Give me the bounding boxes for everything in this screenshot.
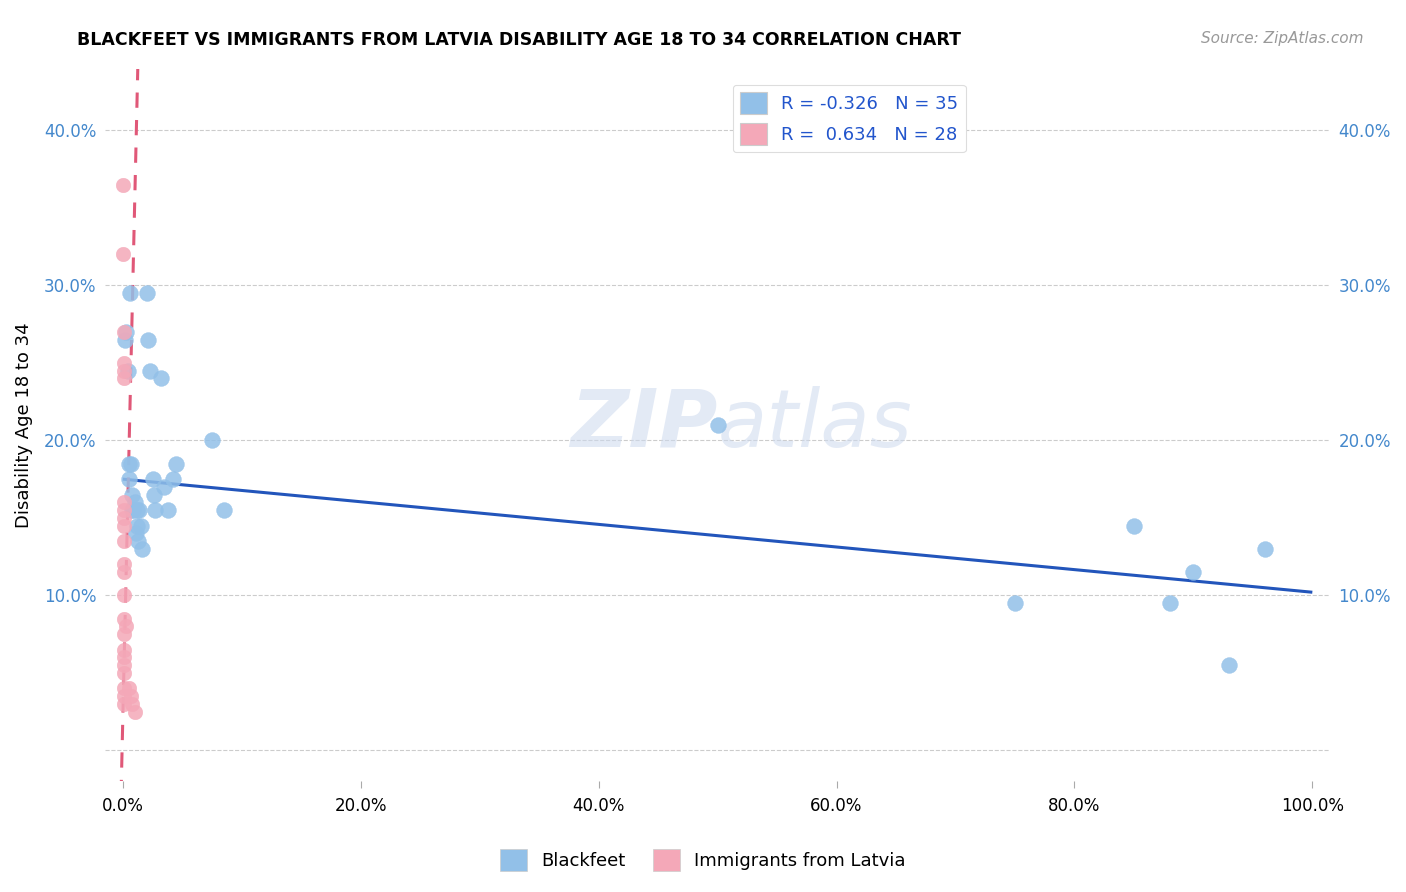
Point (112, 364, 135, 378)
Point (125, 518, 148, 533)
Point (149, 371, 172, 385)
Point (112, 503, 135, 517)
Legend: Blackfeet, Immigrants from Latvia: Blackfeet, Immigrants from Latvia (494, 842, 912, 879)
Point (122, 503, 145, 517)
Point (143, 503, 166, 517)
Point (118, 457, 141, 471)
Point (111, 178, 134, 192)
Point (112, 565, 135, 579)
Point (112, 697, 135, 711)
Point (112, 650, 135, 665)
Point (112, 518, 135, 533)
Point (125, 503, 148, 517)
Point (112, 588, 135, 602)
Point (112, 642, 135, 657)
Point (212, 503, 235, 517)
Point (112, 689, 135, 703)
Point (1004, 596, 1026, 610)
Point (141, 472, 163, 486)
Point (115, 619, 138, 633)
Point (1254, 541, 1277, 556)
Point (124, 495, 146, 509)
Point (156, 503, 179, 517)
Point (112, 371, 135, 385)
Point (128, 503, 150, 517)
Point (139, 364, 162, 378)
Point (112, 356, 135, 370)
Point (118, 681, 141, 696)
Point (124, 705, 146, 719)
Point (135, 286, 157, 301)
Point (111, 247, 134, 261)
Point (112, 495, 135, 509)
Point (1122, 518, 1144, 533)
Point (112, 558, 135, 572)
Point (1218, 658, 1240, 673)
Text: Source: ZipAtlas.com: Source: ZipAtlas.com (1201, 31, 1364, 46)
Point (706, 417, 728, 432)
Point (121, 503, 143, 517)
Point (112, 658, 135, 673)
Legend: R = -0.326   N = 35, R =  0.634   N = 28: R = -0.326 N = 35, R = 0.634 N = 28 (733, 85, 966, 153)
Point (112, 325, 135, 339)
Text: BLACKFEET VS IMMIGRANTS FROM LATVIA DISABILITY AGE 18 TO 34 CORRELATION CHART: BLACKFEET VS IMMIGRANTS FROM LATVIA DISA… (77, 31, 962, 49)
Point (118, 472, 141, 486)
Point (162, 472, 184, 486)
Point (112, 534, 135, 549)
Point (127, 534, 149, 549)
Point (129, 518, 152, 533)
Text: atlas: atlas (717, 386, 912, 464)
Point (112, 665, 135, 680)
Point (118, 286, 141, 301)
Point (121, 697, 143, 711)
Point (165, 457, 187, 471)
Point (142, 488, 165, 502)
Point (114, 333, 136, 347)
Point (120, 689, 142, 703)
Point (1159, 596, 1181, 610)
Point (121, 488, 143, 502)
Point (120, 457, 142, 471)
Point (131, 541, 153, 556)
Point (201, 434, 224, 448)
Point (125, 526, 148, 541)
Text: ZIP: ZIP (571, 386, 717, 464)
Point (153, 480, 176, 494)
Point (117, 364, 139, 378)
Y-axis label: Disability Age 18 to 34: Disability Age 18 to 34 (15, 322, 32, 528)
Point (112, 511, 135, 525)
Point (136, 333, 159, 347)
Point (112, 681, 135, 696)
Point (1182, 565, 1205, 579)
Point (115, 325, 138, 339)
Point (112, 611, 135, 625)
Point (112, 627, 135, 641)
